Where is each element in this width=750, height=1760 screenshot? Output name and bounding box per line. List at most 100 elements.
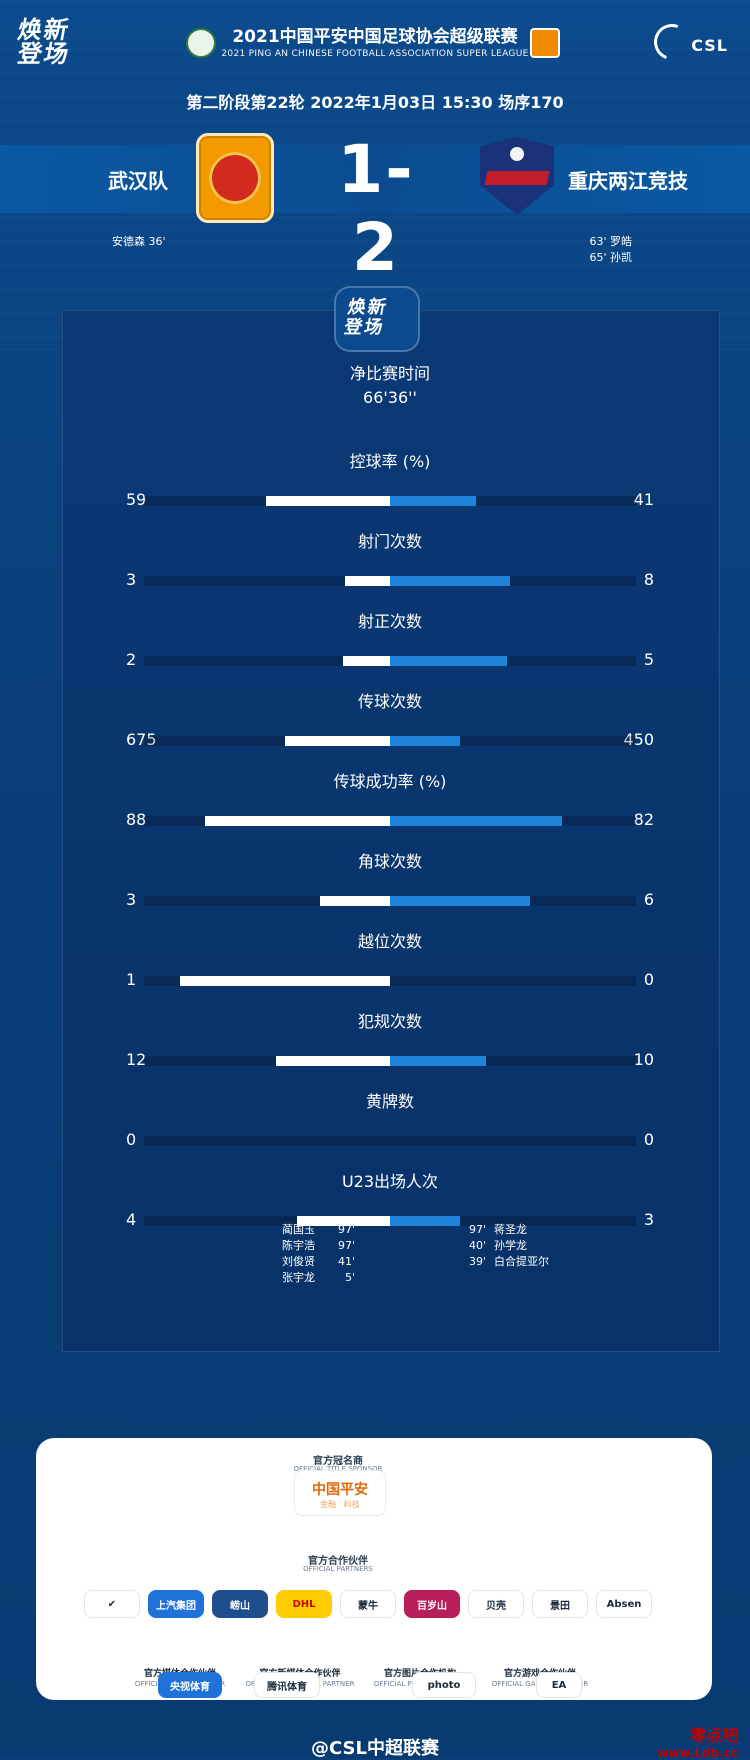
stat-bar-track (144, 496, 636, 506)
stat-bar-track (144, 816, 636, 826)
u23-home-row: 蔺国玉 97' (282, 1222, 355, 1238)
partners-row: ✔ 上汽集团 崂山 DHL 蒙牛 百岁山 贝壳 景田 Absen (84, 1590, 666, 1620)
watermark-cn: 零点吧 (689, 1726, 738, 1745)
stat-row-u23-appearances: U23出场人次 4 3 (62, 1168, 718, 1238)
partner-logo-text: ✔ (107, 1598, 117, 1610)
stat-bar-home (296, 1216, 390, 1226)
stat-row-fouls: 犯规次数 12 10 (62, 1008, 718, 1078)
csl-text: CSL (691, 36, 728, 55)
stat-bar-track (144, 736, 636, 746)
partner-logo-nike: ✔ (84, 1590, 140, 1618)
stat-away-value: 5 (643, 650, 654, 669)
u23-home-list: 蔺国玉 97' 陈宇浩 97' 刘俊贤 41' 张宇龙 5' (282, 1222, 355, 1286)
stat-away-value: 0 (643, 1130, 654, 1149)
u23-home-minute: 41' (337, 1255, 355, 1268)
partner-logo-baisuishan: 百岁山 (404, 1590, 460, 1618)
u23-home-name: 刘俊贤 (282, 1255, 315, 1268)
csl-logo: CSL (648, 18, 728, 66)
media-partner-badge: 央视体育 (158, 1672, 222, 1698)
stats-panel (62, 310, 720, 1352)
u23-home-row: 张宇龙 5' (282, 1270, 355, 1286)
partner-categories: 官方媒体合作伙伴 OFFICIAL MEDIA PARTNER 官方新媒体合作伙… (0, 1666, 750, 1706)
stat-away-value: 82 (633, 810, 654, 829)
u23-away-name: 蒋圣龙 (494, 1223, 527, 1236)
away-crest-dot (510, 147, 524, 161)
title-sponsor-logo: 中国平安 金融 · 科技 (294, 1470, 386, 1516)
u23-home-minute: 97' (337, 1239, 355, 1252)
partner-logo-text: Absen (606, 1598, 642, 1610)
stat-home-value: 3 (126, 570, 137, 589)
stat-bar-home (266, 496, 390, 506)
stat-bar-away (390, 1216, 460, 1226)
stat-bar-home (345, 576, 390, 586)
u23-home-row: 刘俊贤 41' (282, 1254, 355, 1270)
stat-label: 传球次数 (357, 692, 422, 711)
stat-bar-track (144, 1056, 636, 1066)
stat-row-passes: 传球次数 675 450 (62, 688, 718, 758)
partner-logo-text: 上汽集团 (156, 1600, 196, 1612)
u23-away-row: 40' 孙学龙 (454, 1238, 549, 1254)
net-time: 净比赛时间 66'36'' (62, 360, 718, 407)
stat-bar-track (144, 1136, 636, 1146)
stat-bar-away (390, 816, 563, 826)
stat-bar-home (320, 896, 390, 906)
new-media-partner-badge-text: 腾讯体育 (267, 1681, 307, 1693)
partner-logo-jingtian: 景田 (532, 1590, 588, 1618)
panel-badge: 焕新 登场 (334, 286, 420, 352)
away-scorer: 63' 罗皓 (589, 235, 632, 248)
stat-home-value: 675 (126, 730, 157, 749)
score-band (0, 145, 750, 213)
stat-row-offsides: 越位次数 1 0 (62, 928, 718, 998)
stat-bar-home (205, 816, 390, 826)
stat-row-pass-accuracy: 传球成功率 (%) 88 82 (62, 768, 718, 838)
panel-badge-line1: 焕新 (346, 297, 390, 318)
match-meta-text: 第二阶段第22轮 2022年1月03日 15:30 场序170 (186, 93, 564, 112)
u23-home-name: 张宇龙 (282, 1271, 315, 1284)
photo-partner-badge-text: photo (427, 1679, 461, 1691)
title-sponsor-subheader: OFFICIAL TITLE SPONSOR (293, 1465, 383, 1473)
stat-away-value: 6 (643, 890, 654, 909)
partner-logo-text: 蒙牛 (358, 1600, 378, 1612)
home-team-name: 武汉队 (108, 169, 168, 193)
partners-subheader: OFFICIAL PARTNERS (303, 1565, 373, 1573)
cfa-badge-icon (186, 28, 216, 58)
away-scorer: 65' 孙凯 (589, 251, 632, 264)
media-partner-badge-text: 央视体育 (170, 1681, 210, 1693)
stat-bar-home (275, 1056, 390, 1066)
away-team-crest-icon (480, 137, 554, 215)
stat-bar-away (390, 736, 460, 746)
brand-left-logo: 焕新 登场 (16, 16, 84, 70)
u23-away-list: 97' 蒋圣龙 40' 孙学龙 39' 白合提亚尔 (454, 1222, 549, 1270)
stat-away-value: 0 (643, 970, 654, 989)
stat-away-value: 3 (643, 1210, 654, 1229)
stat-row-corners: 角球次数 3 6 (62, 848, 718, 918)
partner-logo-beike: 贝壳 (468, 1590, 524, 1618)
stat-label: 射正次数 (357, 612, 422, 631)
u23-home-minute: 97' (337, 1223, 355, 1236)
stat-bar-away (390, 656, 507, 666)
stat-bar-home (180, 976, 390, 986)
stat-label: U23出场人次 (341, 1172, 439, 1191)
stat-away-value: 450 (623, 730, 654, 749)
stat-home-value: 12 (126, 1050, 147, 1069)
stat-away-value: 41 (633, 490, 654, 509)
stat-bar-home (343, 656, 390, 666)
match-score: 1-2 (337, 131, 415, 286)
net-time-value: 66'36'' (363, 388, 417, 407)
u23-away-minute: 40' (468, 1239, 486, 1252)
partner-logo-text: 崂山 (230, 1600, 250, 1612)
home-team-crest-icon (196, 133, 274, 223)
partners-header: 官方合作伙伴 (308, 1556, 368, 1567)
u23-home-minute: 5' (344, 1271, 355, 1284)
weibo-handle: @CSL中超联赛 (0, 1734, 750, 1759)
scoreboard: 武汉队 1-2 重庆两江竞技 (0, 123, 750, 286)
stat-label: 越位次数 (357, 932, 422, 951)
league-title: 2021中国平安中国足球协会超级联赛 2021 PING AN CHINESE … (180, 22, 570, 66)
gaming-partner-badge-text: EA (551, 1679, 567, 1691)
partner-logo-text: 百岁山 (417, 1600, 447, 1612)
stat-label: 角球次数 (357, 852, 422, 871)
u23-home-name: 蔺国玉 (282, 1223, 315, 1236)
u23-away-name: 白合提亚尔 (494, 1255, 549, 1268)
watermark-url: www.Ldb.cc (657, 1746, 738, 1760)
stat-home-value: 2 (126, 650, 137, 669)
